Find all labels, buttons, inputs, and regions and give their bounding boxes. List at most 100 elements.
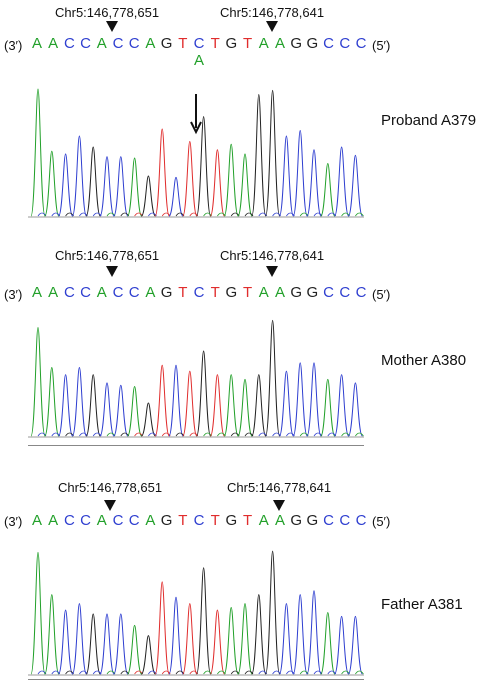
trace-peak xyxy=(127,624,143,675)
trace-peak xyxy=(209,149,225,217)
sample-label: Father A381 xyxy=(381,596,463,613)
trace-peak xyxy=(209,374,225,437)
sequence-base: C xyxy=(80,512,92,529)
sequence-base: A xyxy=(48,35,59,52)
trace-peak xyxy=(58,153,74,217)
marker-right-triangle xyxy=(273,500,285,511)
trace-peak xyxy=(113,156,129,217)
trace-peak xyxy=(292,129,308,217)
trace-peak xyxy=(334,615,350,675)
trace-peak xyxy=(154,581,170,675)
trace-peak xyxy=(71,367,87,437)
trace-peak xyxy=(44,367,60,437)
trace-peak xyxy=(140,402,156,437)
sequence-base: C xyxy=(355,35,367,52)
trace-peak xyxy=(306,149,322,217)
trace-peak xyxy=(99,382,115,437)
trace-peak xyxy=(85,374,101,437)
trace-peak xyxy=(168,364,184,437)
marker-right-triangle xyxy=(266,266,278,277)
trace-peak xyxy=(127,385,143,437)
trace-noise xyxy=(355,212,364,217)
trace-peak xyxy=(196,116,212,217)
sequence-base: A xyxy=(48,512,59,529)
strand-5-label: (5′) xyxy=(372,38,391,53)
marker-left-label: Chr5:146,778,651 xyxy=(55,5,160,20)
panel-mother: Chr5:146,778,651 Chr5:146,778,641 (3′) A… xyxy=(0,244,493,454)
trace-peak xyxy=(334,374,350,437)
sequence-base: A xyxy=(96,512,107,529)
strand-5-label: (5′) xyxy=(372,514,391,529)
sequence-base: C xyxy=(323,512,335,529)
mutation-arrow-head xyxy=(190,121,202,135)
strand-3-label: (3′) xyxy=(4,38,23,53)
sequence-base: G xyxy=(306,35,319,52)
sequence-base: A xyxy=(274,35,285,52)
sequence-base: C xyxy=(339,512,351,529)
trace-peak xyxy=(168,176,184,217)
trace-peak xyxy=(320,163,336,217)
trace-peak xyxy=(44,150,60,217)
sequence-base: C xyxy=(339,284,351,301)
marker-left-label: Chr5:146,778,651 xyxy=(58,480,163,495)
sequence-base: C xyxy=(193,35,205,52)
trace-peak xyxy=(237,378,253,437)
trace-peak xyxy=(223,143,239,217)
sequence-base: C xyxy=(193,512,205,529)
sequence-base: T xyxy=(178,35,188,52)
sequence-base: T xyxy=(243,35,253,52)
sequence-base: C xyxy=(323,35,335,52)
trace-peak xyxy=(140,175,156,217)
sequence-base: G xyxy=(160,284,173,301)
trace-peak xyxy=(334,146,350,217)
trace-peak xyxy=(44,594,60,675)
sample-label: Mother A380 xyxy=(381,352,467,369)
trace-peak xyxy=(58,609,74,675)
trace-peak xyxy=(347,615,363,675)
marker-left-label: Chr5:146,778,651 xyxy=(55,248,160,263)
trace-peak xyxy=(306,590,322,675)
marker-right-label: Chr5:146,778,641 xyxy=(227,480,332,495)
trace-peak xyxy=(113,613,129,675)
sequence-base: C xyxy=(323,284,335,301)
trace-peak xyxy=(320,378,336,437)
trace-peak xyxy=(182,370,198,437)
sequence-base: T xyxy=(210,512,220,529)
chromatogram-trace xyxy=(28,319,364,438)
sequence-base: C xyxy=(112,284,124,301)
trace-peak xyxy=(71,603,87,675)
sequence-base: G xyxy=(160,512,173,529)
trace-peak xyxy=(71,135,87,217)
sequence-base: C xyxy=(63,512,75,529)
sequence-base: A xyxy=(96,284,107,301)
trace-peak xyxy=(306,362,322,437)
trace-peak xyxy=(168,596,184,675)
trace-peak xyxy=(85,613,101,675)
trace-peak xyxy=(99,613,115,675)
sequence-base: G xyxy=(290,284,303,301)
panel-father: Chr5:146,778,651 Chr5:146,778,641 (3′) A… xyxy=(0,478,493,685)
trace-peak xyxy=(154,364,170,437)
panel-proband: Chr5:146,778,651 Chr5:146,778,641 (3′) A… xyxy=(0,0,493,230)
sequence-base: G xyxy=(306,512,319,529)
sequence-base: C xyxy=(112,512,124,529)
sequence-base: C xyxy=(355,284,367,301)
trace-peak xyxy=(251,374,267,437)
trace-peak xyxy=(127,157,143,217)
sequence-base: C xyxy=(339,35,351,52)
trace-peak xyxy=(251,594,267,675)
trace-peak xyxy=(237,603,253,675)
trace-peak xyxy=(251,94,267,217)
sequence-base: T xyxy=(243,284,253,301)
sequence-base: C xyxy=(80,284,92,301)
marker-left-triangle xyxy=(106,266,118,277)
sequence-base: G xyxy=(290,512,303,529)
trace-peak xyxy=(30,326,46,437)
sequence-base: A xyxy=(96,35,107,52)
trace-peak xyxy=(265,89,281,217)
trace-peak xyxy=(196,350,212,437)
sequence-base: C xyxy=(128,284,140,301)
trace-peak xyxy=(99,156,115,217)
sequence-base: C xyxy=(80,35,92,52)
sequence-base: C xyxy=(355,512,367,529)
